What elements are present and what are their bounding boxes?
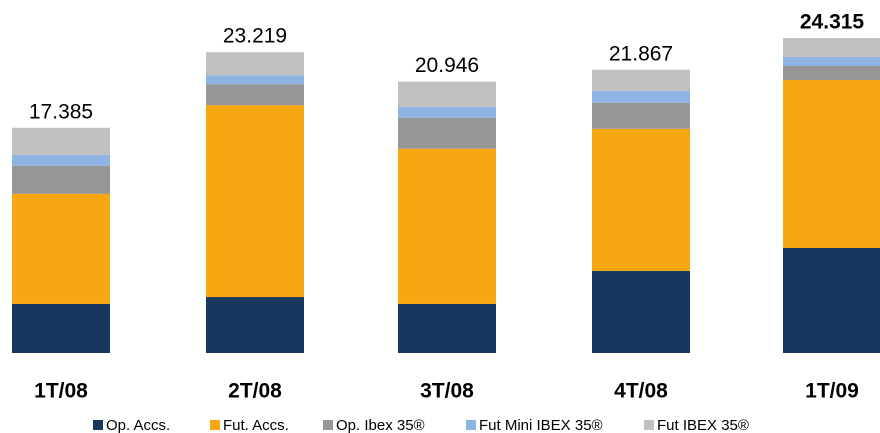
legend-swatch bbox=[644, 420, 654, 430]
total-label: 23.219 bbox=[223, 25, 287, 48]
bar-segment bbox=[12, 303, 110, 353]
bar-segment bbox=[592, 128, 690, 271]
bar-segment bbox=[783, 56, 880, 66]
legend-swatch bbox=[323, 420, 333, 430]
category-label: 1T/09 bbox=[805, 380, 859, 403]
bar-segment bbox=[206, 297, 304, 353]
total-label: 20.946 bbox=[415, 54, 479, 77]
legend-swatch bbox=[210, 420, 220, 430]
legend-label: Fut. Accs. bbox=[223, 417, 289, 433]
legend-swatch bbox=[93, 420, 103, 430]
bar-segment bbox=[592, 69, 690, 91]
total-label: 24.315 bbox=[800, 11, 865, 34]
bar-segment bbox=[783, 38, 880, 57]
bar-segment bbox=[12, 193, 110, 304]
bar-segment bbox=[783, 65, 880, 80]
bar-segment bbox=[592, 102, 690, 129]
bar-segment bbox=[398, 117, 496, 149]
total-label: 17.385 bbox=[29, 100, 93, 123]
category-label: 3T/08 bbox=[420, 380, 474, 403]
legend-label: Op. Accs. bbox=[106, 417, 170, 433]
bar-segment bbox=[206, 52, 304, 76]
bar-segment bbox=[398, 106, 496, 118]
bar-segment bbox=[12, 165, 110, 194]
legend-label: Fut Mini IBEX 35® bbox=[479, 417, 603, 433]
bar-segment bbox=[783, 248, 880, 353]
legend-label: Fut IBEX 35® bbox=[657, 417, 749, 433]
bar-segment bbox=[12, 127, 110, 155]
bar-segment bbox=[206, 75, 304, 85]
bar-segment bbox=[783, 79, 880, 248]
category-label: 4T/08 bbox=[614, 380, 668, 403]
bar-segment bbox=[398, 303, 496, 353]
bar-segment bbox=[592, 270, 690, 353]
bar-segment bbox=[12, 154, 110, 166]
bar-segment bbox=[206, 84, 304, 106]
category-label: 1T/08 bbox=[34, 380, 88, 403]
bar-segment bbox=[592, 90, 690, 103]
category-label: 2T/08 bbox=[228, 380, 282, 403]
legend-label: Op. Ibex 35® bbox=[336, 417, 425, 433]
legend-swatch bbox=[466, 420, 476, 430]
bar-segment bbox=[398, 148, 496, 304]
bar-segment bbox=[398, 81, 496, 107]
total-label: 21.867 bbox=[609, 42, 673, 65]
bar-segment bbox=[206, 105, 304, 298]
